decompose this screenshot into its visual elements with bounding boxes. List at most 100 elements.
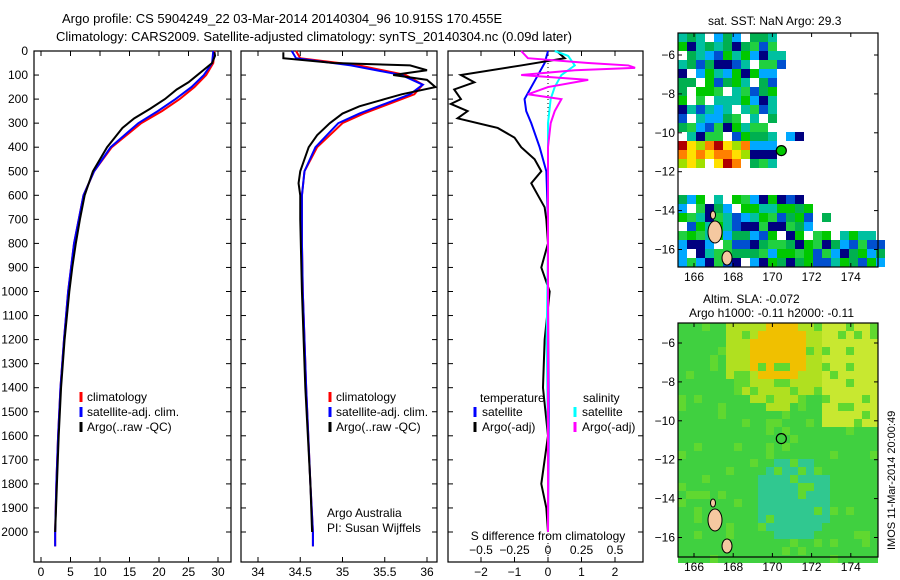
legend-label: satellite [482,405,523,419]
map-cell [758,427,766,435]
map-cell [790,507,798,515]
map-cell [686,323,694,331]
map-cell [678,443,686,451]
map-cell [678,539,686,547]
map-cell [710,459,718,467]
map-cell [759,123,768,132]
map-cell [768,51,777,60]
map-cell [696,249,705,258]
map-cell [814,451,822,459]
map-cell [822,443,830,451]
map-cell [849,249,858,258]
map-cell [782,555,790,563]
map-cell [830,403,838,411]
map-cell [768,204,777,213]
map-cell [790,475,798,483]
map-cell [870,555,878,563]
map-cell [702,427,710,435]
map-cell [838,371,846,379]
map-cell [718,395,726,403]
series-argo---raw--qc- [282,52,438,533]
map-cell [687,42,696,51]
map-cell [846,411,854,419]
map-cell [696,150,705,159]
map-cell [750,491,758,499]
map-cell [742,443,750,451]
map-cell [854,387,862,395]
map-cell [830,339,838,347]
map-cell [777,195,786,204]
map-cell [678,69,687,78]
map-cell [678,403,686,411]
map-cell [750,347,758,355]
map-cell [768,213,777,222]
x-tick-label: 10 [93,565,107,579]
map-cell [774,435,782,443]
map-cell [798,499,806,507]
map-cell [838,395,846,403]
map-cell [870,507,878,515]
map-cell [710,475,718,483]
map-cell [726,531,734,539]
map-cell [782,491,790,499]
map-cell [678,249,687,258]
map-cell [718,371,726,379]
map-cell [854,467,862,475]
map-cell [696,231,705,240]
y-tick-label: 300 [8,116,28,130]
map-cell [774,475,782,483]
map-cell [678,204,687,213]
map-cell [726,443,734,451]
map-cell [714,69,723,78]
map-cell [758,331,766,339]
map-cell [804,222,813,231]
map-cell [804,213,813,222]
map-cell [687,132,696,141]
map-cell [742,331,750,339]
map-cell [696,204,705,213]
map-cell [840,249,849,258]
map-cell [766,515,774,523]
map-cell [846,443,854,451]
map-cell [854,379,862,387]
map-cell [741,195,750,204]
map-cell [806,403,814,411]
map-cell [741,249,750,258]
map-cell [750,204,759,213]
map-cell [726,371,734,379]
map-cell [830,467,838,475]
map-cell [734,531,742,539]
map-cell [838,459,846,467]
map-cell [814,467,822,475]
map-cell [742,355,750,363]
map-cell [678,60,687,69]
map-cell [678,467,686,475]
map-cell [742,379,750,387]
map-cell [774,379,782,387]
map-cell [741,222,750,231]
map-cell [774,491,782,499]
map-cell [804,249,813,258]
map-cell [798,491,806,499]
map-cell [723,159,732,168]
map-cell [758,451,766,459]
map-cell [766,411,774,419]
map-cell [694,507,702,515]
map-cell [750,87,759,96]
map-cell [838,507,846,515]
map-cell [694,467,702,475]
map-cell [705,141,714,150]
x2-axis-label: S difference from climatology [471,529,626,543]
map-cell [774,555,782,563]
map-cell [786,231,795,240]
map-cell [734,371,742,379]
map-cell [813,231,822,240]
map-cell [822,451,830,459]
series-s-satellite [545,50,577,532]
map-cell [806,395,814,403]
map-cell [862,323,870,331]
map-cell [742,539,750,547]
map-cell [854,539,862,547]
map-cell [814,499,822,507]
